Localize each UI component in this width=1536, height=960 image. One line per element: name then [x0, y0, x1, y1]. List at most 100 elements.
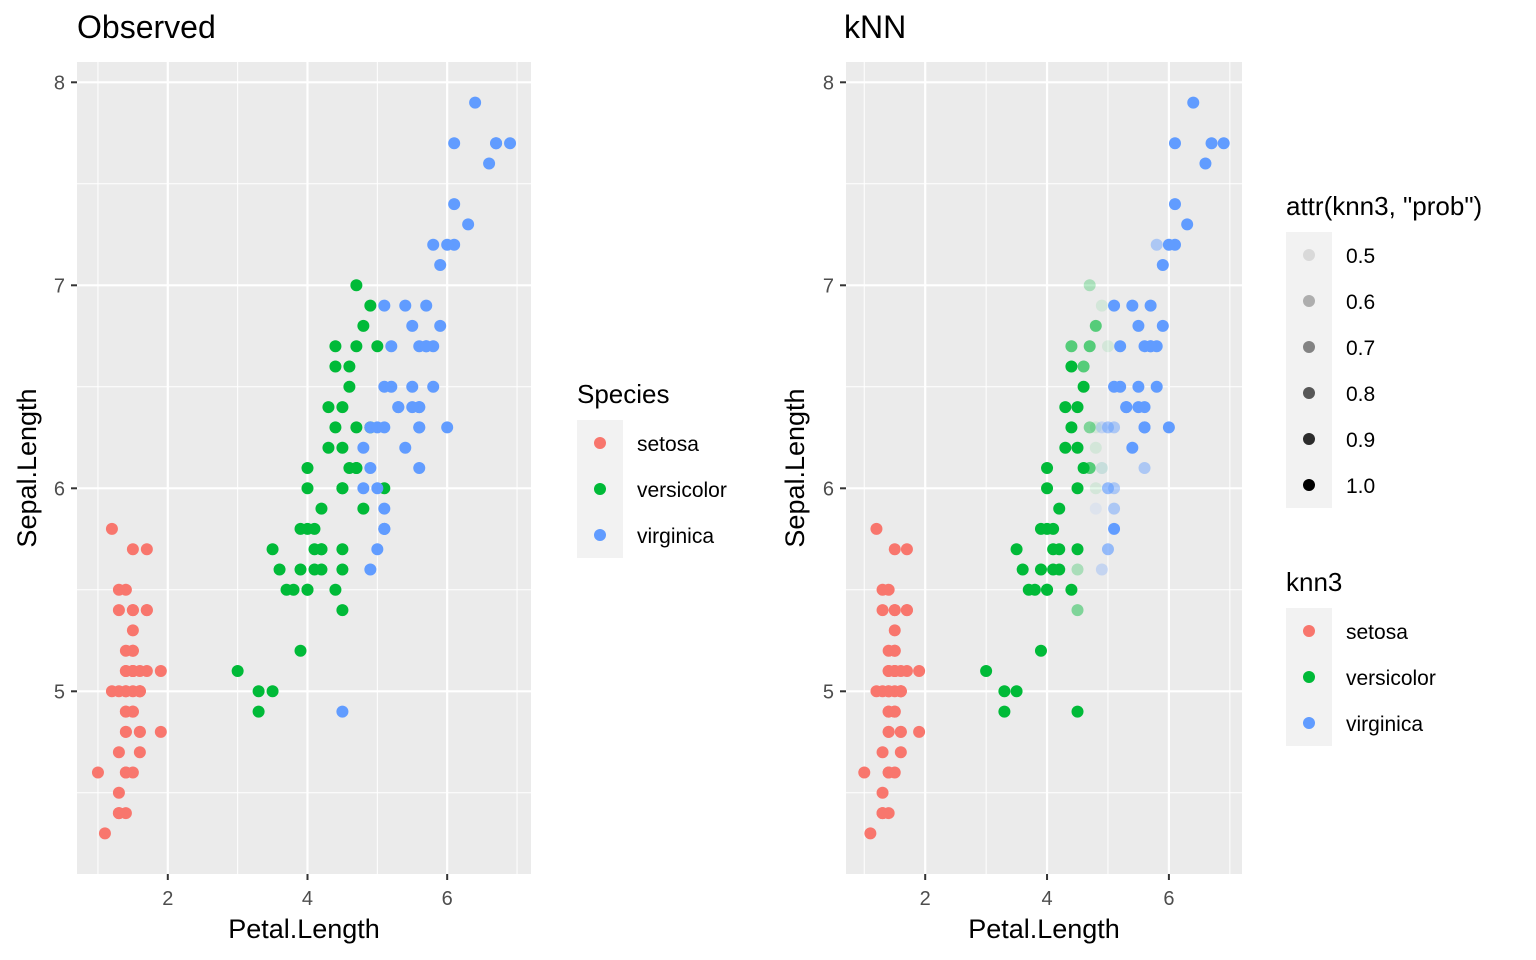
point-virginica — [1156, 319, 1169, 332]
point-virginica — [1181, 218, 1194, 231]
legend-label-prob: 1.0 — [1346, 475, 1375, 498]
legend-key-prob — [1303, 341, 1315, 353]
point-virginica — [420, 340, 433, 353]
point-versicolor — [301, 462, 314, 474]
point-virginica — [413, 462, 426, 474]
point-setosa — [112, 604, 125, 617]
point-virginica — [1156, 259, 1169, 271]
point-versicolor — [322, 401, 335, 414]
point-versicolor — [998, 705, 1011, 718]
point-virginica — [385, 340, 398, 353]
point-virginica — [1187, 96, 1200, 109]
point-setosa — [133, 725, 146, 738]
point-setosa — [894, 746, 907, 759]
point-virginica — [1095, 563, 1108, 576]
point-setosa — [876, 583, 889, 596]
point-virginica — [1138, 421, 1151, 434]
point-versicolor — [301, 522, 314, 535]
point-versicolor — [252, 705, 265, 718]
point-versicolor — [1083, 340, 1096, 353]
point-versicolor — [1071, 604, 1084, 617]
point-versicolor — [1095, 462, 1108, 474]
point-versicolor — [998, 685, 1011, 698]
point-versicolor — [1059, 441, 1072, 454]
point-versicolor — [336, 401, 349, 414]
point-versicolor — [1077, 360, 1090, 373]
point-versicolor — [1065, 421, 1078, 434]
legend-key-setosa — [1303, 625, 1315, 637]
point-virginica — [399, 299, 412, 312]
chart-title: kNN — [844, 9, 906, 45]
point-versicolor — [1089, 482, 1102, 495]
legend-label-versicolor: versicolor — [637, 479, 727, 502]
point-virginica — [1162, 238, 1175, 251]
point-virginica — [371, 543, 384, 556]
legend-key-virginica — [594, 529, 606, 541]
point-virginica — [336, 705, 349, 718]
point-versicolor — [1022, 583, 1035, 596]
point-virginica — [1132, 401, 1145, 414]
point-setosa — [882, 725, 895, 738]
point-setosa — [119, 766, 132, 779]
point-virginica — [378, 299, 391, 312]
point-versicolor — [231, 665, 244, 677]
point-setosa — [133, 746, 146, 759]
point-setosa — [140, 543, 153, 556]
point-versicolor — [350, 279, 363, 292]
point-setosa — [900, 543, 913, 556]
x-axis-label: Petal.Length — [228, 914, 380, 944]
point-versicolor — [294, 644, 307, 657]
point-virginica — [406, 380, 419, 393]
point-setosa — [900, 604, 913, 617]
legend-label-setosa: setosa — [1346, 621, 1408, 644]
point-virginica — [1108, 502, 1121, 515]
point-versicolor — [1071, 563, 1084, 576]
point-setosa — [870, 522, 883, 535]
point-versicolor — [1065, 583, 1078, 596]
point-setosa — [98, 827, 111, 840]
point-setosa — [105, 522, 118, 535]
point-versicolor — [315, 502, 328, 515]
point-virginica — [1205, 137, 1218, 150]
point-setosa — [126, 543, 139, 556]
point-virginica — [1101, 421, 1114, 434]
point-versicolor — [1041, 462, 1054, 474]
point-virginica — [399, 441, 412, 454]
legend-key-prob — [1303, 479, 1315, 491]
point-versicolor — [1065, 360, 1078, 373]
point-versicolor — [1034, 563, 1047, 576]
point-virginica — [483, 157, 496, 170]
point-virginica — [1101, 482, 1114, 495]
point-virginica — [434, 319, 447, 332]
point-versicolor — [280, 583, 293, 596]
point-virginica — [448, 137, 461, 150]
legend-label-prob: 0.8 — [1346, 383, 1375, 406]
chart-panel-2: 2 4 6 5 6 7 8 kNN Petal.Length Sepal.Length attr(k… — [780, 9, 1482, 944]
legend-label-versicolor: versicolor — [1346, 667, 1436, 690]
point-versicolor — [1077, 462, 1090, 474]
legend-key-prob — [1303, 249, 1315, 261]
point-virginica — [364, 563, 377, 576]
legend-label-prob: 0.6 — [1346, 291, 1375, 314]
point-versicolor — [1071, 543, 1084, 556]
point-versicolor — [266, 685, 279, 698]
point-versicolor — [329, 340, 342, 353]
point-setosa — [112, 746, 125, 759]
point-virginica — [1101, 543, 1114, 556]
point-setosa — [112, 786, 125, 799]
point-setosa — [119, 685, 132, 698]
point-versicolor — [336, 482, 349, 495]
point-versicolor — [1089, 421, 1102, 434]
point-virginica — [1108, 421, 1121, 434]
y-axis-label: Sepal.Length — [780, 388, 810, 547]
point-virginica — [1132, 319, 1145, 332]
point-virginica — [469, 96, 482, 109]
y-tick-label: 5 — [823, 681, 834, 703]
chart-panel-1: 2 4 6 5 6 7 8 Observed Petal.Length Sepal.Length S… — [12, 9, 727, 944]
point-setosa — [112, 807, 125, 820]
point-virginica — [378, 502, 391, 515]
point-versicolor — [1053, 502, 1066, 515]
point-virginica — [371, 482, 384, 495]
point-virginica — [357, 441, 370, 454]
